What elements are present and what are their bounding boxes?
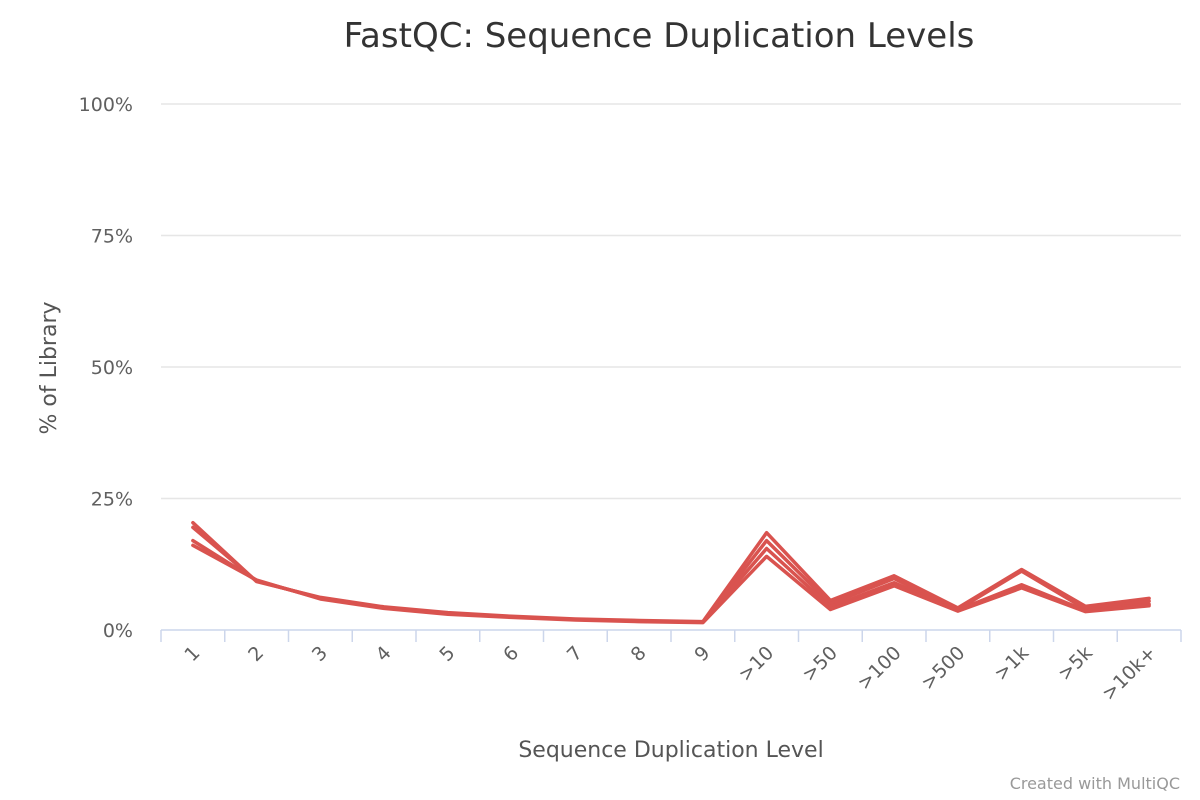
x-tick-label: 6	[499, 642, 523, 666]
x-tick-label: >5k	[1054, 642, 1097, 685]
x-tick-label: 5	[435, 642, 459, 666]
y-tick-label: 0%	[103, 620, 133, 642]
x-tick-label: 9	[690, 642, 714, 666]
series-line-2	[191, 525, 1151, 624]
x-tick-label: >500	[917, 642, 969, 694]
x-axis-title: Sequence Duplication Level	[518, 738, 823, 763]
x-tick-label: 2	[244, 642, 268, 666]
x-tick-label: 1	[180, 642, 204, 666]
x-tick-label: >50	[798, 642, 842, 686]
x-tick-label: >10k+	[1098, 642, 1161, 705]
x-tick-label: >10	[734, 642, 778, 686]
credit-text: Created with MultiQC	[1010, 774, 1180, 793]
y-axis-ticks: 0% 25% 50% 75% 100%	[79, 94, 133, 642]
y-tick-label: 100%	[79, 94, 133, 116]
x-tick-label: >100	[853, 642, 905, 694]
series-lines	[191, 520, 1151, 625]
series-line-1	[191, 520, 1151, 624]
x-axis: 1 2 3 4 5 6 7 8 9 >10 >50 >100 >500 >1k >5k >10k+	[160, 629, 1182, 705]
chart-title: FastQC: Sequence Duplication Levels	[344, 16, 975, 56]
y-tick-label: 75%	[91, 226, 133, 248]
y-tick-label: 50%	[91, 357, 133, 379]
x-tick-label: 8	[627, 642, 651, 666]
series-line-4	[191, 543, 1151, 625]
x-tick-label: >1k	[990, 642, 1033, 685]
x-tick-label: 7	[563, 642, 587, 666]
gridlines	[161, 103, 1181, 500]
y-tick-label: 25%	[91, 489, 133, 511]
x-tick-label: 4	[372, 642, 396, 666]
y-axis-title: % of Library	[37, 301, 62, 434]
x-tick-label: 3	[308, 642, 332, 666]
